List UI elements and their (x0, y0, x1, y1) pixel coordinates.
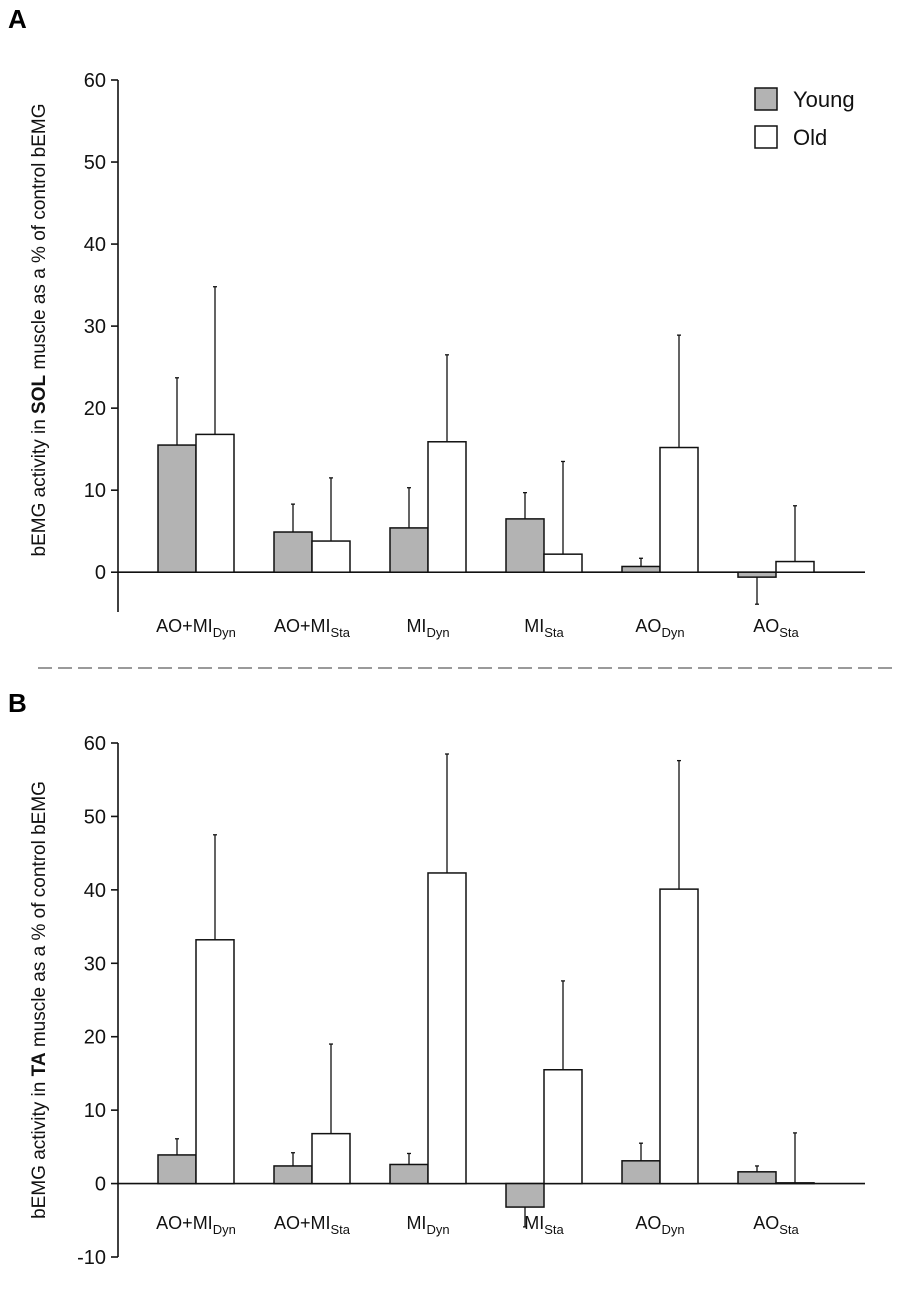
panel-a-category-sub: Dyn (213, 625, 236, 640)
legend-swatch-old (754, 125, 778, 149)
panel-b-bar-old (311, 1132, 351, 1185)
panel-b-bar-old (427, 872, 467, 1185)
panel-a-category-main: MI (524, 616, 544, 636)
panel-a-category-label: AOSta (753, 616, 799, 640)
panel-a-category-main: AO+MI (156, 616, 213, 636)
panel-a-bar-old (659, 446, 699, 573)
panel-a-category-label: MIDyn (406, 616, 449, 640)
panel-b-bar-young (389, 1163, 429, 1185)
panel-b-ytick-label: 20 (84, 1027, 106, 1049)
panel-b-ytick-label: 0 (95, 1174, 106, 1196)
panel-b-category-label: AO+MIDyn (156, 1213, 236, 1237)
panel-a-ylabel-bold: SOL (29, 375, 50, 414)
panel-b-category-sub: Sta (779, 1222, 799, 1237)
panel-b-category-sub: Sta (544, 1222, 564, 1237)
panel-b-category-main: MI (524, 1213, 544, 1233)
panel-b-ytick-label: -10 (77, 1247, 106, 1269)
panel-a-ytick-label: 50 (84, 152, 106, 174)
panel-a-category-main: AO+MI (274, 616, 331, 636)
panel-a-ytick-label: 40 (84, 234, 106, 256)
panel-b: B -10 0 10 20 30 40 50 60 bEMG activity in TA mus… (8, 688, 865, 1269)
panel-b-ytick-label: 30 (84, 953, 106, 975)
panel-b-category-sub: Dyn (661, 1222, 684, 1237)
panel-a-category-label: AODyn (635, 616, 684, 640)
panel-a-ytick-label: 0 (95, 562, 106, 584)
panel-b-category-label: MIDyn (406, 1213, 449, 1237)
panel-a-ylabel: bEMG activity in SOL muscle as a % of co… (29, 104, 50, 557)
panel-a-ytick-label: 60 (84, 70, 106, 92)
panel-a-bar-young (389, 527, 429, 573)
panel-b-bar-old (775, 1182, 815, 1185)
panel-b-bar-old (543, 1069, 583, 1185)
panel-a-category-sub: Sta (331, 625, 351, 640)
panel-a-bar-old (543, 553, 583, 573)
panel-a-category-sub: Sta (779, 625, 799, 640)
panel-b-ytick-label: 40 (84, 880, 106, 902)
panel-a-bar-young (737, 571, 777, 578)
panel-a-ylabel-post: muscle as a % of control bEMG (29, 104, 50, 375)
panel-b-category-main: AO+MI (274, 1213, 331, 1233)
panel-b-bar-young (505, 1182, 545, 1208)
panel-b-category-sub: Dyn (213, 1222, 236, 1237)
panel-b-ylabel-bold: TA (29, 1052, 50, 1076)
panel-a-bar-young (157, 444, 197, 573)
panel-a-ytick-label: 10 (84, 480, 106, 502)
panel-b-category-sub: Sta (331, 1222, 351, 1237)
panel-b-bar-old (195, 939, 235, 1185)
panel-b-ytick-label: 10 (84, 1100, 106, 1122)
panel-a-ylabel-pre: bEMG activity in (29, 414, 50, 557)
panel-b-category-main: MI (406, 1213, 426, 1233)
panel-a-bar-old (195, 433, 235, 573)
legend-label-young: Young (793, 87, 855, 112)
panel-a-category-main: AO (635, 616, 661, 636)
panel-a-category-label: MISta (524, 616, 564, 640)
panel-a-category-sub: Dyn (426, 625, 449, 640)
panel-b-bar-old (659, 888, 699, 1185)
panel-b-bar-young (621, 1160, 661, 1185)
panel-b-bar-young (157, 1154, 197, 1185)
panel-b-ylabel-post: muscle as a % of control bEMG (29, 781, 50, 1052)
panel-b-category-sub: Dyn (426, 1222, 449, 1237)
panel-a-bar-young (505, 518, 545, 573)
legend-swatch-young (754, 87, 778, 111)
panel-a-letter: A (8, 4, 27, 34)
panel-b-bar-young (273, 1165, 313, 1185)
panel-a-bar-old (427, 441, 467, 573)
panel-b-category-label: MISta (524, 1213, 564, 1237)
panel-b-bar-young (737, 1171, 777, 1185)
panel-b-ylabel: bEMG activity in TA muscle as a % of con… (29, 781, 50, 1219)
panel-b-letter: B (8, 688, 27, 718)
panel-b-category-main: AO (753, 1213, 779, 1233)
panel-a-category-sub: Sta (544, 625, 564, 640)
panel-a-category-sub: Dyn (661, 625, 684, 640)
panel-b-ytick-label: 60 (84, 733, 106, 755)
panel-a-category-main: MI (406, 616, 426, 636)
legend-label-old: Old (793, 125, 827, 150)
panel-a-category-main: AO (753, 616, 779, 636)
panel-b-category-main: AO+MI (156, 1213, 213, 1233)
panel-b-ytick-label: 50 (84, 806, 106, 828)
panel-b-category-main: AO (635, 1213, 661, 1233)
panel-b-category-label: AO+MISta (274, 1213, 351, 1237)
panel-a-bar-old (775, 560, 815, 573)
panel-a-bar-old (311, 540, 351, 573)
panel-b-category-label: AOSta (753, 1213, 799, 1237)
panel-b-category-label: AODyn (635, 1213, 684, 1237)
panel-a-ytick-label: 30 (84, 316, 106, 338)
panel-a-bar-young (273, 531, 313, 573)
panel-a-category-label: AO+MISta (274, 616, 351, 640)
panel-a-category-label: AO+MIDyn (156, 616, 236, 640)
panel-a-bar-young (621, 565, 661, 573)
panel-a-ytick-label: 20 (84, 398, 106, 420)
panel-b-ylabel-pre: bEMG activity in (29, 1076, 50, 1219)
panel-a: A 0 10 20 30 40 50 60 bEMG activity in SOL muscl… (8, 4, 865, 640)
